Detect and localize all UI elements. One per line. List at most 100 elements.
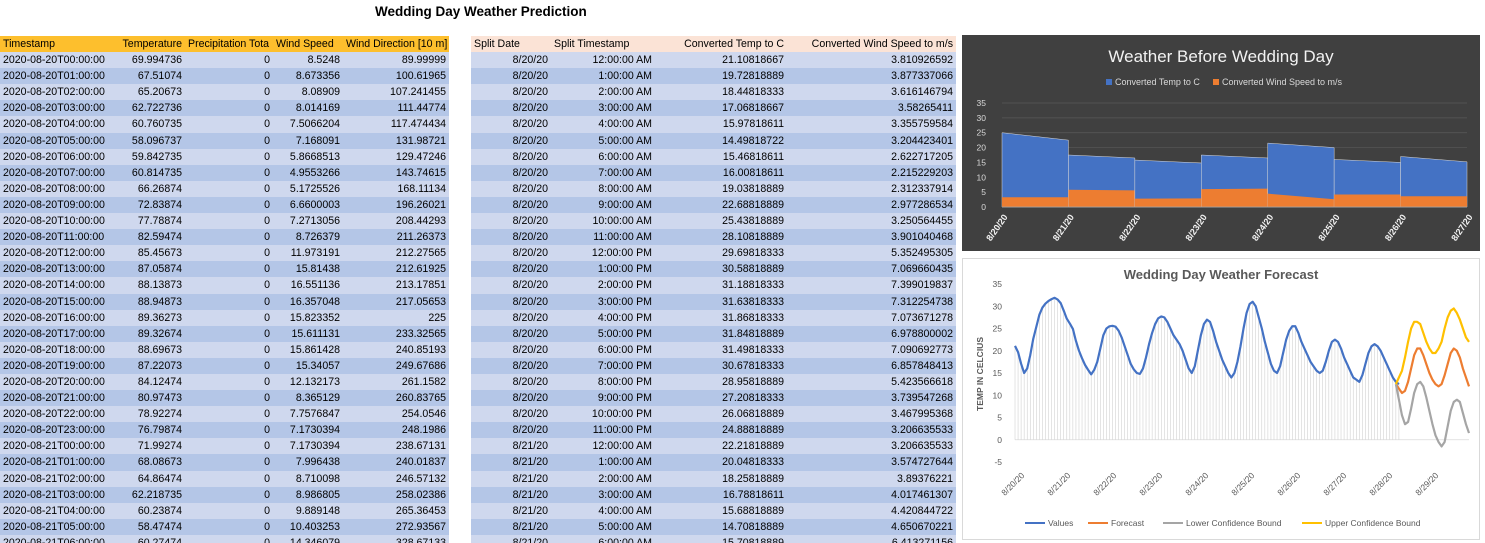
- table-cell[interactable]: 2.312337914: [891, 182, 953, 195]
- table-cell[interactable]: 4:00:00 AM: [598, 504, 652, 517]
- table-cell[interactable]: 31.86818333: [722, 311, 784, 324]
- table-cell[interactable]: 8/20/20: [512, 54, 548, 67]
- table-cell[interactable]: 60.760735: [131, 118, 182, 131]
- table-cell[interactable]: 30.58818889: [722, 263, 784, 276]
- table-cell[interactable]: 8.08909: [301, 86, 340, 99]
- table-cell[interactable]: 31.49818333: [722, 343, 784, 356]
- table-cell[interactable]: 233.32565: [395, 327, 446, 340]
- table-cell[interactable]: 17.06818667: [722, 102, 784, 115]
- table-cell[interactable]: 16.551136: [290, 279, 340, 292]
- table-cell[interactable]: 8.5248: [307, 54, 340, 67]
- table-cell[interactable]: 89.32674: [137, 327, 182, 340]
- table-cell[interactable]: 5:00:00 AM: [598, 520, 652, 533]
- table-cell[interactable]: 6.857848413: [891, 359, 953, 372]
- table-cell[interactable]: 3.206635533: [891, 440, 953, 453]
- table-cell[interactable]: 5.423566618: [891, 375, 953, 388]
- table-cell[interactable]: 100.61965: [395, 70, 446, 83]
- table-cell[interactable]: 1:00:00 AM: [598, 456, 652, 469]
- table-cell[interactable]: 8/20/20: [512, 295, 548, 308]
- table-cell[interactable]: 8.014169: [295, 102, 340, 115]
- table-cell[interactable]: 2020-08-20T01:00:00: [3, 70, 105, 83]
- table-cell[interactable]: 14.346079: [289, 536, 340, 543]
- table-cell[interactable]: 238.67131: [395, 440, 446, 453]
- table-cell[interactable]: 1:00:00 AM: [598, 70, 652, 83]
- table-cell[interactable]: 7.069660435: [891, 263, 953, 276]
- table-cell[interactable]: 0: [264, 182, 270, 195]
- table-cell[interactable]: 0: [264, 456, 270, 469]
- table-cell[interactable]: 77.78874: [137, 215, 182, 228]
- table-cell[interactable]: 2020-08-20T23:00:00: [3, 424, 105, 437]
- table-cell[interactable]: 58.096737: [131, 134, 182, 147]
- table-cell[interactable]: 2020-08-20T04:00:00: [3, 118, 105, 131]
- table-cell[interactable]: 31.84818889: [722, 327, 784, 340]
- table-cell[interactable]: 9.889148: [295, 504, 340, 517]
- table-cell[interactable]: 88.69673: [137, 343, 182, 356]
- table-cell[interactable]: 14.70818889: [722, 520, 784, 533]
- table-cell[interactable]: 15.81438: [295, 263, 340, 276]
- table-cell[interactable]: 8/20/20: [512, 150, 548, 163]
- table-cell[interactable]: 8/21/20: [512, 472, 548, 485]
- table-cell[interactable]: 15.861428: [289, 343, 340, 356]
- table-cell[interactable]: 11.973191: [290, 247, 340, 260]
- table-cell[interactable]: 7.090692773: [891, 343, 953, 356]
- table-cell[interactable]: 4.017461307: [891, 488, 953, 501]
- table-cell[interactable]: 0: [264, 408, 270, 421]
- table-cell[interactable]: 16.78818611: [722, 488, 784, 501]
- table-cell[interactable]: 2020-08-20T17:00:00: [3, 327, 105, 340]
- table-cell[interactable]: 4:00:00 AM: [598, 118, 652, 131]
- table-cell[interactable]: 62.722736: [131, 102, 182, 115]
- table-cell[interactable]: 15.68818889: [722, 504, 784, 517]
- table-cell[interactable]: 88.13873: [137, 279, 182, 292]
- table-cell[interactable]: 2020-08-21T02:00:00: [3, 472, 105, 485]
- table-cell[interactable]: 2020-08-20T22:00:00: [3, 408, 105, 421]
- table-cell[interactable]: 88.94873: [137, 295, 182, 308]
- table-cell[interactable]: 254.0546: [401, 408, 446, 421]
- table-cell[interactable]: 8/21/20: [512, 440, 548, 453]
- table-cell[interactable]: 211.26373: [396, 231, 446, 244]
- table-cell[interactable]: 143.74615: [395, 166, 446, 179]
- table-cell[interactable]: 2020-08-20T20:00:00: [3, 375, 105, 388]
- table-cell[interactable]: 11:00:00 PM: [592, 424, 652, 437]
- table-cell[interactable]: 3.206635533: [891, 424, 953, 437]
- header-temperature[interactable]: Temperature: [122, 38, 182, 50]
- table-cell[interactable]: 2020-08-20T14:00:00: [3, 279, 105, 292]
- table-cell[interactable]: 2:00:00 AM: [598, 472, 652, 485]
- table-cell[interactable]: 31.63818333: [722, 295, 784, 308]
- table-cell[interactable]: 2020-08-20T03:00:00: [3, 102, 105, 115]
- table-cell[interactable]: 8:00:00 AM: [598, 182, 652, 195]
- table-cell[interactable]: 8/20/20: [512, 392, 548, 405]
- table-cell[interactable]: 2020-08-20T06:00:00: [3, 150, 105, 163]
- table-cell[interactable]: 5.352495305: [891, 247, 953, 260]
- table-cell[interactable]: 246.57132: [395, 472, 446, 485]
- table-cell[interactable]: 8.365129: [295, 392, 340, 405]
- table-cell[interactable]: 12:00:00 AM: [592, 54, 653, 67]
- table-cell[interactable]: 2020-08-20T13:00:00: [3, 263, 105, 276]
- table-cell[interactable]: 8/20/20: [512, 134, 548, 147]
- table-cell[interactable]: 2020-08-20T09:00:00: [3, 198, 105, 211]
- table-cell[interactable]: 6:00:00 AM: [598, 150, 652, 163]
- table-cell[interactable]: 0: [264, 359, 270, 372]
- table-cell[interactable]: 65.20673: [137, 86, 182, 99]
- table-cell[interactable]: 8/20/20: [512, 231, 548, 244]
- table-cell[interactable]: 3.739547268: [891, 392, 953, 405]
- table-cell[interactable]: 5.8668513: [289, 150, 340, 163]
- table-cell[interactable]: 66.26874: [137, 182, 182, 195]
- table-cell[interactable]: 3.810926592: [891, 54, 953, 67]
- table-cell[interactable]: 107.241455: [390, 86, 446, 99]
- table-cell[interactable]: 3.877337066: [891, 70, 953, 83]
- table-cell[interactable]: 249.67686: [395, 359, 446, 372]
- table-cell[interactable]: 22.68818889: [722, 198, 784, 211]
- table-cell[interactable]: 129.47246: [395, 150, 446, 163]
- table-cell[interactable]: 0: [264, 150, 270, 163]
- table-cell[interactable]: 240.85193: [395, 343, 446, 356]
- table-cell[interactable]: 265.36453: [395, 504, 446, 517]
- table-cell[interactable]: 7.312254738: [891, 295, 953, 308]
- header-wind-direction[interactable]: Wind Direction [10 m]: [346, 38, 448, 50]
- table-cell[interactable]: 85.45673: [137, 247, 182, 260]
- table-cell[interactable]: 58.47474: [137, 520, 182, 533]
- table-cell[interactable]: 15.34057: [295, 359, 340, 372]
- table-cell[interactable]: 260.83765: [395, 392, 446, 405]
- table-cell[interactable]: 16.00818611: [722, 166, 784, 179]
- table-cell[interactable]: 22.21818889: [722, 440, 784, 453]
- table-cell[interactable]: 0: [264, 504, 270, 517]
